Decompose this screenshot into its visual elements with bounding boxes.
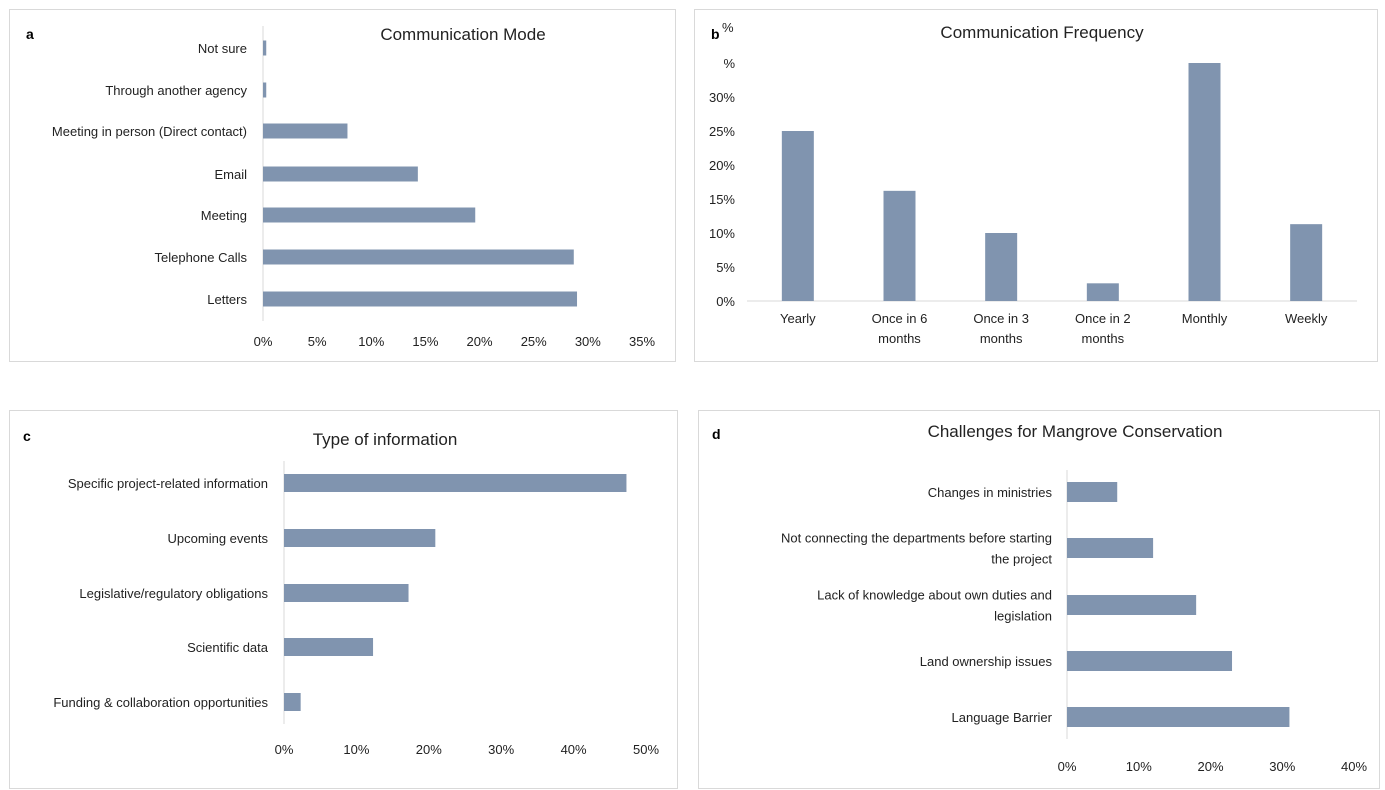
y-tick-label: 10% — [709, 226, 735, 241]
y-tick-label: 15% — [709, 192, 735, 207]
bar — [284, 584, 409, 602]
category-label: Meeting in person (Direct contact) — [52, 124, 247, 139]
panel-b: b% Communication Frequency Yearly Once in 6… — [694, 9, 1378, 362]
y-tick-label: 0% — [716, 294, 735, 309]
category-label: Scientific data — [187, 640, 269, 655]
x-tick-label: 10% — [1126, 759, 1152, 774]
chart-title: Type of information — [313, 430, 458, 449]
bar — [263, 291, 578, 307]
category-label: Telephone Calls — [154, 250, 247, 265]
x-tick-label: 10% — [358, 334, 384, 349]
category-label: Specific project-related information — [68, 476, 268, 491]
category-label: Email — [214, 167, 247, 182]
y-tick-label: % — [723, 56, 735, 71]
chart-challenges-mangrove: d Challenges for Mangrove Conservation Cha… — [712, 422, 1367, 774]
category-label: Language Barrier — [952, 710, 1053, 725]
y-tick-label: 5% — [716, 260, 735, 275]
bar — [1067, 482, 1118, 502]
x-tick-label: 20% — [1197, 759, 1223, 774]
x-tick-label: 5% — [308, 334, 327, 349]
category-label: Once in 2 months — [1075, 311, 1131, 346]
category-label: Monthly — [1182, 311, 1228, 326]
bar — [1067, 707, 1290, 727]
chart-communication-frequency: b% Communication Frequency Yearly Once in 6… — [709, 20, 1357, 346]
x-tick-label: 40% — [1341, 759, 1367, 774]
x-tick-label: 40% — [561, 742, 587, 757]
y-axis-label: % — [722, 20, 734, 35]
category-label: Letters — [207, 292, 247, 307]
category-label: Meeting — [201, 208, 247, 223]
x-tick-label: 35% — [629, 334, 655, 349]
x-tick-label: 30% — [488, 742, 514, 757]
x-tick-label: 0% — [254, 334, 273, 349]
x-tick-label: 25% — [521, 334, 547, 349]
x-tick-label: 0% — [275, 742, 294, 757]
chart-title: Communication Frequency — [940, 23, 1144, 42]
category-label: Changes in ministries — [928, 485, 1053, 500]
category-label: Yearly — [780, 311, 816, 326]
x-tick-label: 30% — [575, 334, 601, 349]
x-tick-label: 15% — [412, 334, 438, 349]
bar — [985, 233, 1018, 301]
bar — [1188, 63, 1221, 301]
category-label: Once in 6 months — [872, 311, 928, 346]
category-label: Once in 3 months — [973, 311, 1029, 346]
panel-letter: a — [26, 26, 34, 42]
panel-d: d Challenges for Mangrove Conservation Cha… — [698, 410, 1380, 789]
chart-title: Communication Mode — [380, 25, 545, 44]
bar — [284, 474, 627, 492]
bar — [883, 190, 916, 301]
chart-title: Challenges for Mangrove Conservation — [928, 422, 1223, 441]
category-label: Not sure — [198, 41, 247, 56]
category-label: Legislative/regulatory obligations — [79, 586, 268, 601]
category-label: Weekly — [1285, 311, 1328, 326]
bar — [1290, 224, 1323, 301]
x-tick-label: 10% — [343, 742, 369, 757]
bar — [263, 123, 348, 139]
bar — [284, 529, 436, 547]
bar — [284, 693, 301, 711]
bar — [263, 40, 267, 56]
chart-communication-mode: a Communication Mode Not sure Through anoth… — [26, 25, 655, 349]
category-label: Land ownership issues — [920, 654, 1053, 669]
y-tick-label: 30% — [709, 90, 735, 105]
bar — [263, 207, 476, 223]
panel-c: c Type of information Specific project-rel… — [9, 410, 678, 789]
x-tick-label: 0% — [1058, 759, 1077, 774]
category-label: Funding & collaboration opportunities — [53, 695, 268, 710]
bar — [1086, 283, 1119, 301]
x-tick-label: 30% — [1269, 759, 1295, 774]
category-label: Lack of knowledge about own duties and le… — [817, 588, 1052, 624]
category-label: Not connecting the departments before st… — [781, 531, 1052, 567]
category-label: Through another agency — [105, 83, 247, 98]
bar — [263, 249, 574, 265]
panel-letter: c — [23, 428, 31, 444]
panel-a: a Communication Mode Not sure Through anoth… — [9, 9, 676, 362]
bar — [1067, 595, 1197, 615]
bar — [263, 82, 267, 98]
y-tick-label: 25% — [709, 124, 735, 139]
panel-letter: b — [711, 26, 720, 42]
bar — [263, 166, 418, 182]
bar — [1067, 651, 1233, 671]
bar — [781, 131, 814, 301]
x-tick-label: 20% — [467, 334, 493, 349]
panel-letter: d — [712, 426, 721, 442]
x-tick-label: 50% — [633, 742, 659, 757]
bar — [1067, 538, 1154, 558]
bar — [284, 638, 374, 656]
chart-type-of-information: c Type of information Specific project-rel… — [23, 428, 659, 757]
x-tick-label: 20% — [416, 742, 442, 757]
category-label: Upcoming events — [168, 531, 269, 546]
y-tick-label: 20% — [709, 158, 735, 173]
